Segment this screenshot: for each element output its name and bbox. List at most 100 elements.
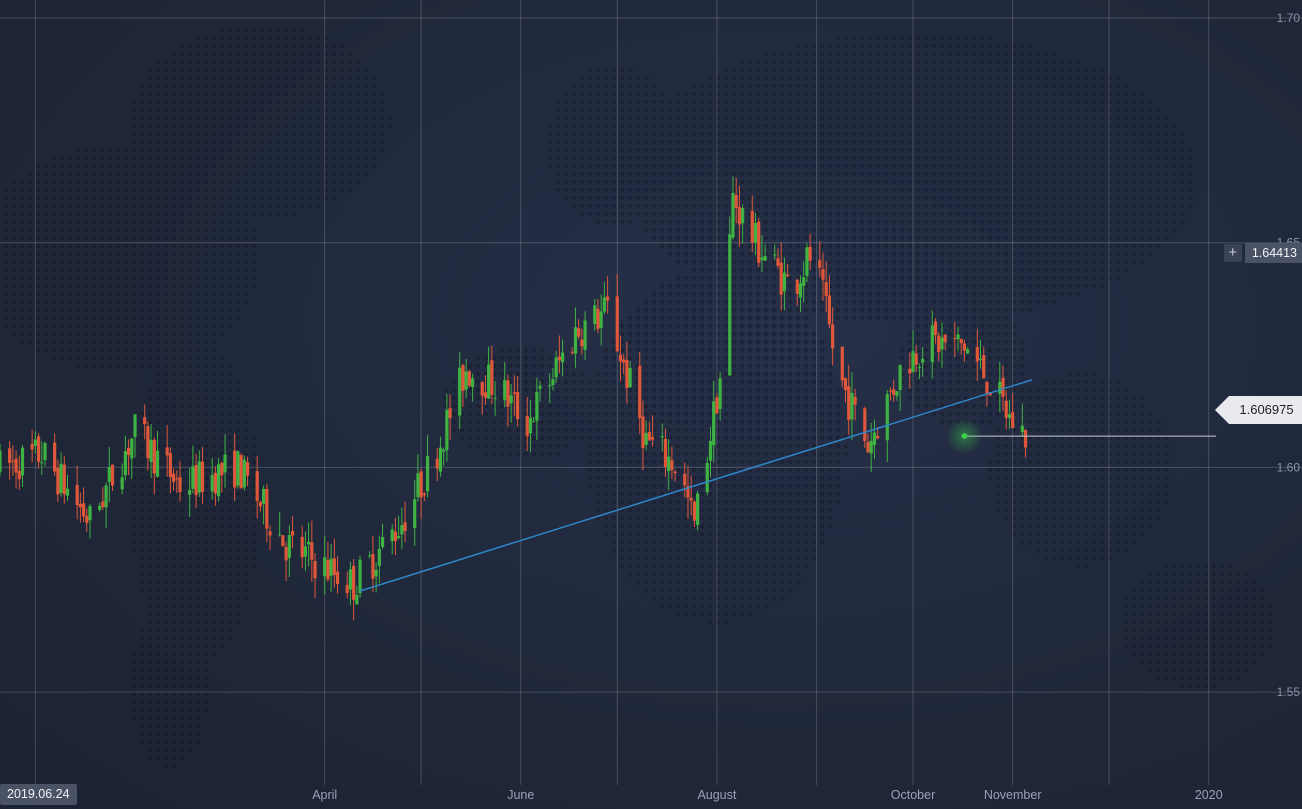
map-dot	[635, 307, 641, 313]
map-dot	[203, 435, 209, 441]
map-dot	[923, 123, 929, 129]
map-dot	[955, 323, 961, 329]
map-dot	[163, 515, 169, 521]
map-dot	[691, 467, 697, 473]
map-dot	[131, 219, 137, 225]
map-dot	[979, 299, 985, 305]
map-dot	[835, 219, 841, 225]
map-dot	[235, 387, 241, 393]
map-dot	[227, 187, 233, 193]
map-dot	[659, 403, 665, 409]
map-dot	[787, 195, 793, 201]
map-dot	[147, 603, 153, 609]
map-dot	[219, 403, 225, 409]
map-dot	[195, 307, 201, 313]
map-dot	[899, 43, 905, 49]
map-dot	[187, 315, 193, 321]
map-dot	[763, 235, 769, 241]
map-dot	[115, 155, 121, 161]
map-dot	[147, 91, 153, 97]
map-dot	[979, 59, 985, 65]
map-dot	[19, 267, 25, 273]
map-dot	[75, 259, 81, 265]
map-dot	[611, 491, 617, 497]
map-dot	[915, 75, 921, 81]
map-dot	[803, 467, 809, 473]
map-dot	[115, 283, 121, 289]
map-dot	[251, 27, 257, 33]
map-dot	[619, 203, 625, 209]
map-dot	[779, 147, 785, 153]
map-dot	[83, 339, 89, 345]
map-dot	[99, 283, 105, 289]
map-dot	[507, 427, 513, 433]
map-dot	[747, 547, 753, 553]
map-dot	[227, 395, 233, 401]
map-dot	[819, 203, 825, 209]
map-dot	[659, 419, 665, 425]
map-dot	[27, 307, 33, 313]
map-dot	[667, 211, 673, 217]
map-dot	[859, 179, 865, 185]
map-dot	[203, 179, 209, 185]
map-dot	[683, 307, 689, 313]
map-dot	[603, 515, 609, 521]
map-dot	[163, 75, 169, 81]
map-dot	[155, 595, 161, 601]
map-dot	[203, 523, 209, 529]
map-dot	[675, 459, 681, 465]
map-dot	[963, 171, 969, 177]
map-dot	[179, 355, 185, 361]
map-dot	[147, 507, 153, 513]
map-dot	[683, 323, 689, 329]
map-dot	[147, 419, 153, 425]
map-dot	[179, 707, 185, 713]
map-dot	[851, 51, 857, 57]
map-dot	[227, 507, 233, 513]
map-dot	[43, 187, 49, 193]
map-dot	[747, 411, 753, 417]
map-dot	[771, 315, 777, 321]
map-dot	[451, 379, 457, 385]
map-dot	[211, 547, 217, 553]
map-dot	[203, 355, 209, 361]
map-dot	[931, 67, 937, 73]
map-dot	[171, 251, 177, 257]
map-dot	[811, 83, 817, 89]
map-dot	[715, 171, 721, 177]
map-dot	[603, 459, 609, 465]
map-dot	[803, 43, 809, 49]
map-dot	[523, 387, 529, 393]
map-dot	[667, 507, 673, 513]
map-dot	[139, 435, 145, 441]
map-dot	[627, 499, 633, 505]
map-dot	[899, 131, 905, 137]
map-dot	[651, 83, 657, 89]
map-dot	[963, 283, 969, 289]
map-dot	[835, 475, 841, 481]
map-dot	[835, 299, 841, 305]
map-dot	[171, 139, 177, 145]
map-dot	[731, 315, 737, 321]
map-dot	[619, 427, 625, 433]
map-dot	[115, 171, 121, 177]
map-dot	[707, 91, 713, 97]
map-dot	[627, 355, 633, 361]
map-dot	[195, 323, 201, 329]
map-dot	[667, 347, 673, 353]
map-dot	[499, 403, 505, 409]
map-dot	[747, 515, 753, 521]
map-dot	[851, 227, 857, 233]
map-dot	[971, 219, 977, 225]
map-dot	[771, 195, 777, 201]
map-dot	[947, 67, 953, 73]
map-dot	[811, 235, 817, 241]
map-dot	[219, 171, 225, 177]
map-dot	[315, 83, 321, 89]
map-dot	[723, 91, 729, 97]
map-dot	[883, 51, 889, 57]
map-dot	[115, 275, 121, 281]
map-dot	[763, 163, 769, 169]
